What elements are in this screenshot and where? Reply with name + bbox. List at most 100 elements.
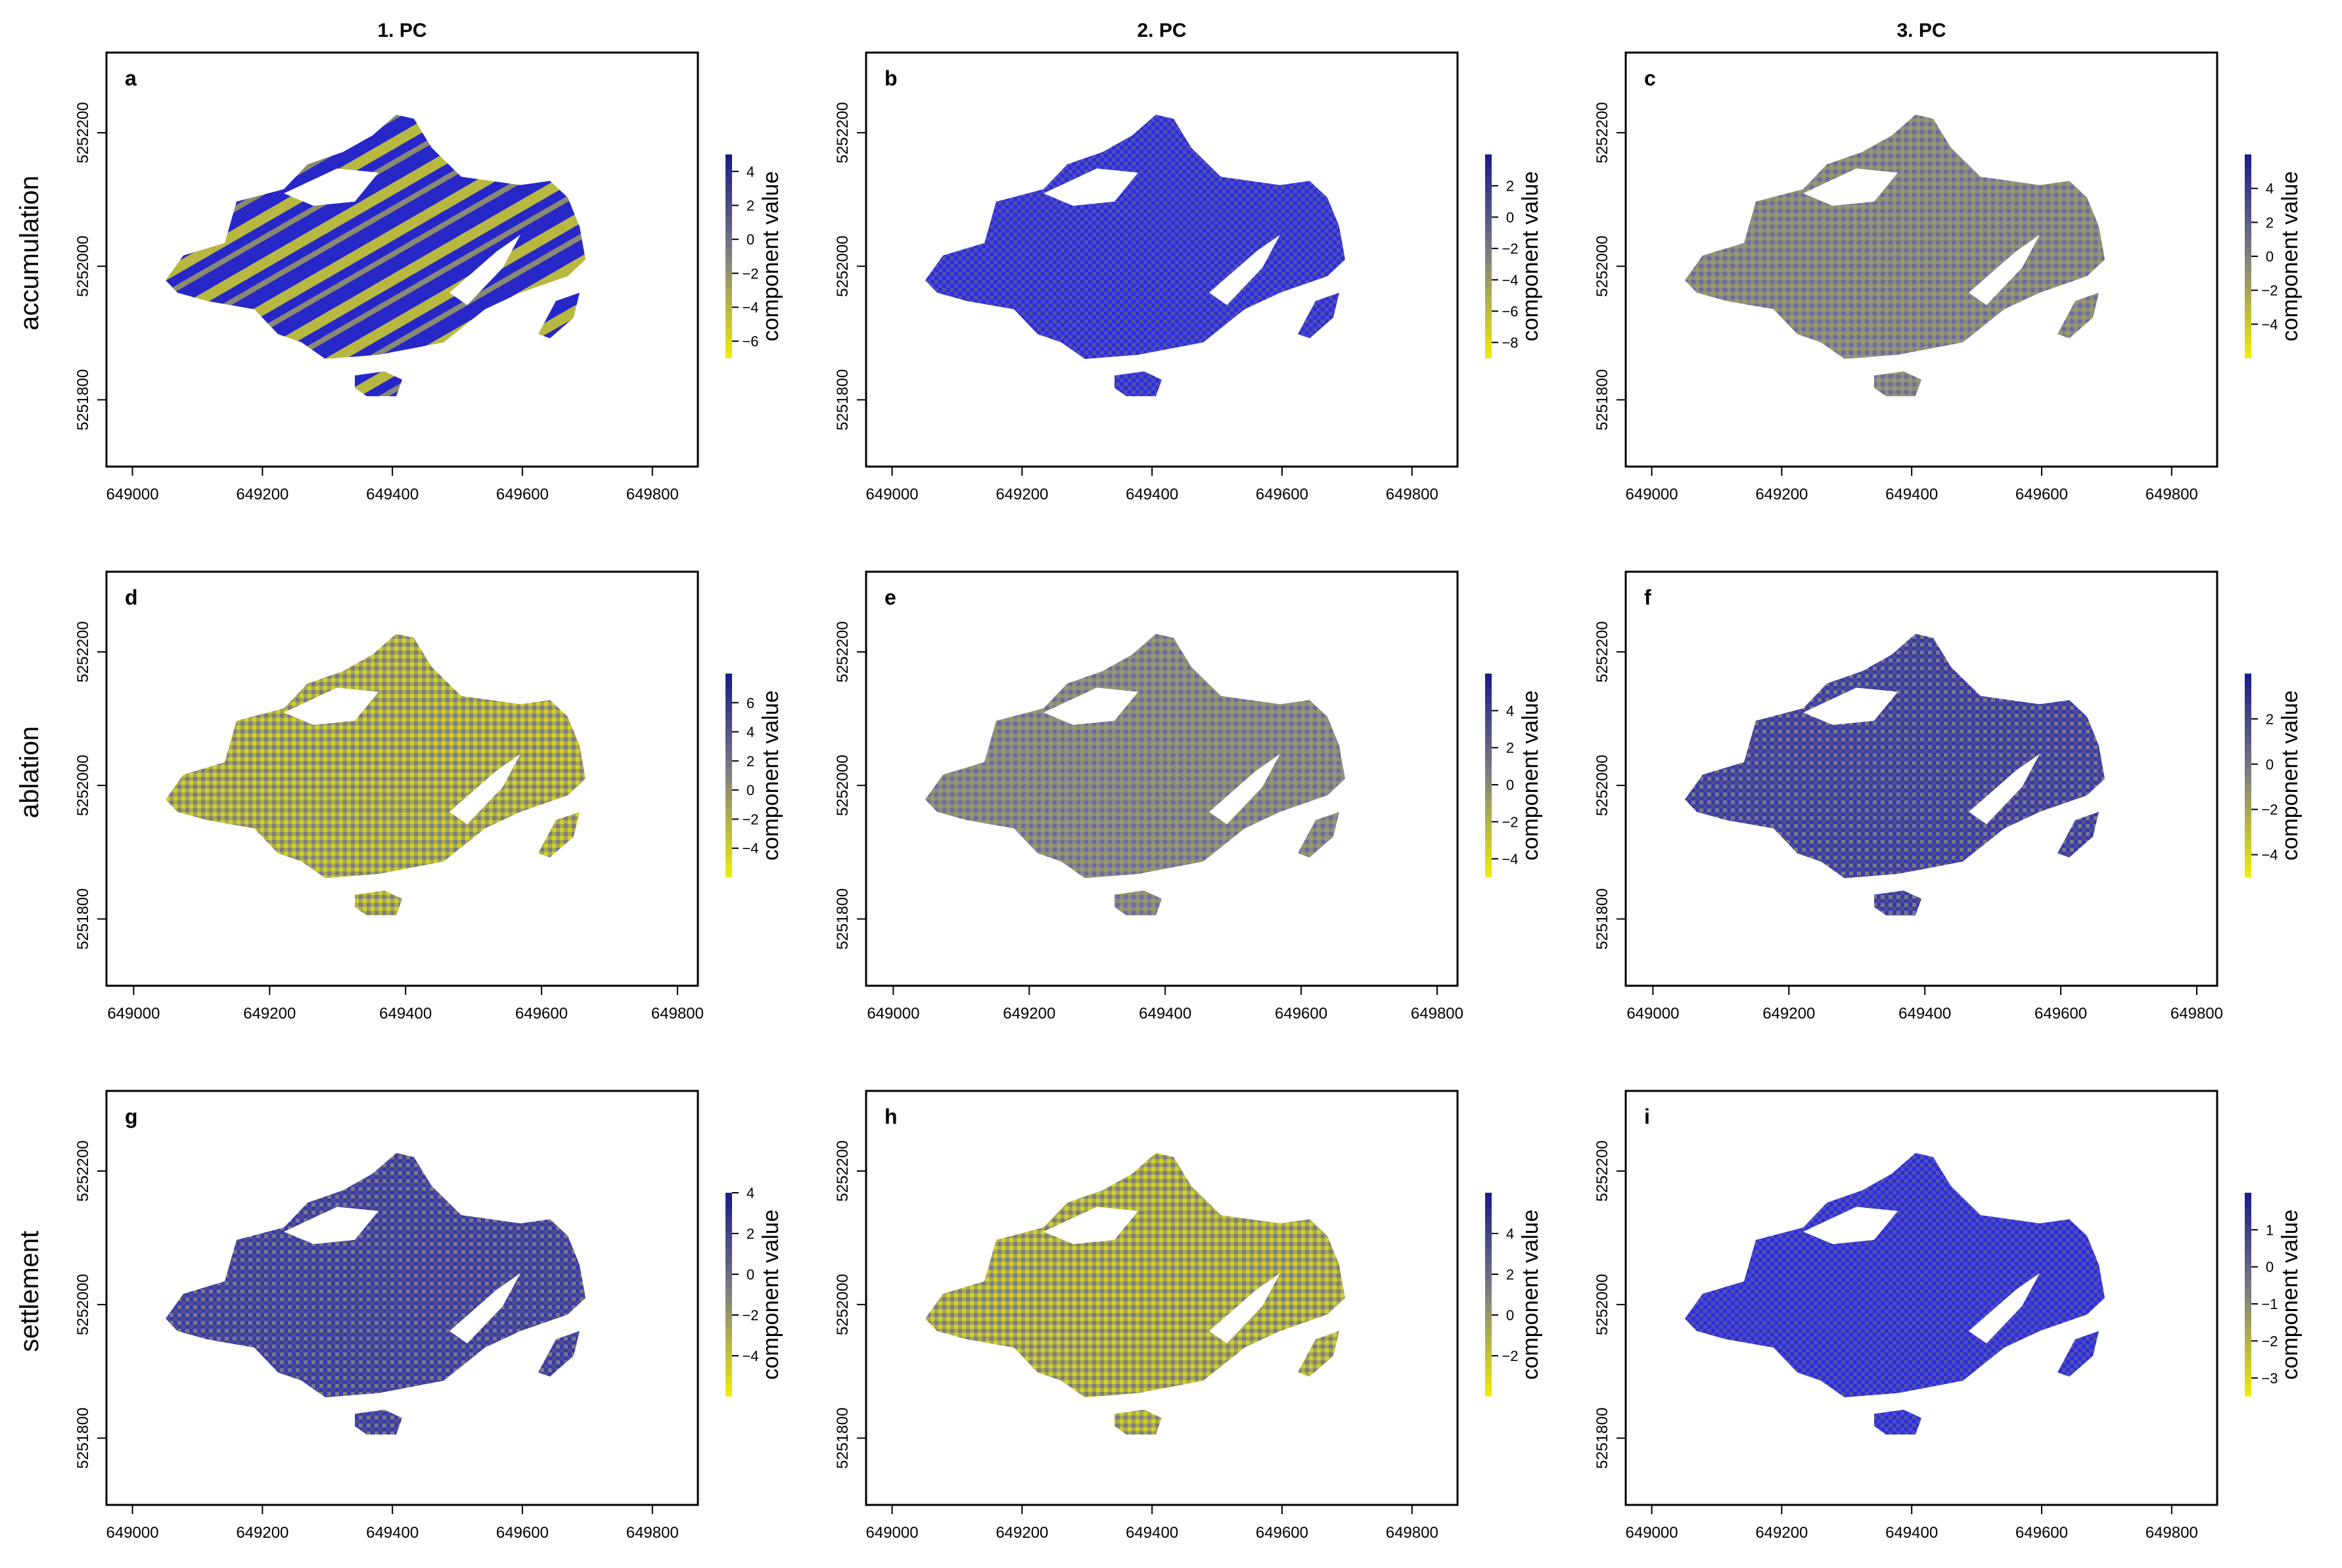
colorbar-tick-label-d-4: −2 [742,811,758,827]
colorbar-tick-label-c-0: 4 [2266,181,2274,197]
colorbar-tick-label-b-1: 0 [1506,209,1514,225]
colorbar-tick-label-b-4: −6 [1502,303,1518,319]
row-title-accumulation: accumulation [15,175,44,331]
x-tick-label-c-3: 649600 [2015,486,2068,503]
colorbar-tick-label-e-3: −2 [1502,814,1518,830]
colorbar-label-g: component value [758,1210,783,1380]
colorbar-label-a: component value [758,172,783,342]
heatmap-island-south-h [1114,1410,1162,1435]
column-title-2: 2. PC [1137,20,1186,41]
colorbar-tick-label-a-0: 4 [746,164,754,180]
colorbar-label-b: component value [1518,172,1543,342]
heatmap-island-east-f [2057,812,2099,858]
colorbar-h [1485,1193,1492,1396]
y-tick-label-a-1: 5252000 [74,235,92,296]
x-tick-label-e-3: 649600 [1275,1005,1327,1023]
colorbar-tick-label-f-0: 2 [2266,711,2274,727]
colorbar-tick-label-a-5: −6 [742,333,758,350]
x-tick-label-d-0: 649000 [107,1005,160,1023]
colorbar-b [1485,154,1492,358]
colorbar-tick-label-g-0: 4 [746,1185,754,1201]
heatmap-island-south-a [355,371,402,396]
colorbar-a [725,154,732,358]
panel-label-b: b [884,66,898,90]
heatmap-island-east-a [538,292,580,338]
panel-e: e 649000 649200 649400 649600 649800 5251800 52… [834,570,1543,1023]
heatmap-main-g [166,1153,586,1398]
heatmap-island-east-g [538,1331,580,1377]
y-tick-label-e-1: 5252000 [834,754,852,816]
panel-label-g: g [125,1105,138,1128]
x-tick-label-g-4: 649800 [626,1524,679,1542]
heatmap-island-south-e [1114,890,1162,915]
x-tick-label-i-1: 649200 [1755,1524,1808,1542]
colorbar-tick-label-d-0: 6 [746,695,754,711]
colorbar-i [2245,1193,2251,1396]
colorbar-tick-label-b-3: −4 [1502,272,1518,288]
colorbar-tick-label-g-1: 2 [746,1226,754,1242]
x-tick-label-b-2: 649400 [1126,486,1178,503]
x-tick-label-c-0: 649000 [1626,486,1678,503]
colorbar-label-e: component value [1518,691,1543,861]
colorbar-c [2245,154,2251,358]
heatmap-island-south-c [1874,371,1921,396]
colorbar-tick-label-d-3: 0 [746,782,754,798]
panel-c: c 649000 649200 649400 649600 649800 5251800 52… [1594,51,2303,503]
colorbar-tick-label-a-1: 2 [746,198,754,214]
y-tick-label-c-1: 5252000 [1594,235,1611,296]
plot-frame-a [105,51,699,468]
heatmap-island-south-d [355,890,402,915]
column-title-1: 1. PC [377,20,426,41]
panel-label-f: f [1644,586,1651,609]
colorbar-label-i: component value [2278,1210,2303,1380]
colorbar-tick-label-i-2: −1 [2261,1296,2278,1312]
colorbar-tick-label-e-1: 2 [1506,740,1514,756]
y-tick-label-b-1: 5252000 [834,235,852,296]
colorbar-label-f: component value [2278,691,2303,861]
heatmap-island-east-c [2057,292,2099,338]
plot-frame-f [1624,570,2218,987]
panel-h: h 649000 649200 649400 649600 649800 5251800 52… [834,1090,1543,1542]
colorbar-tick-label-h-2: 0 [1506,1307,1514,1324]
colorbar-tick-label-b-5: −8 [1502,334,1518,351]
colorbar-f [2245,674,2251,877]
y-tick-label-d-2: 5252200 [74,621,92,682]
x-tick-label-e-4: 649800 [1411,1005,1463,1023]
colorbar-tick-label-a-4: −4 [742,300,758,316]
plot-frame-i [1624,1090,2218,1506]
colorbar-tick-label-c-1: 2 [2266,214,2274,231]
colorbar-e [1485,674,1492,877]
x-tick-label-h-2: 649400 [1126,1524,1178,1542]
colorbar-tick-label-i-4: −3 [2261,1370,2278,1387]
y-tick-label-h-1: 5252000 [834,1274,852,1335]
colorbar-tick-label-c-2: 0 [2266,248,2274,265]
heatmap-main-a [166,114,586,359]
x-tick-label-e-2: 649400 [1139,1005,1191,1023]
heatmap-main-e [925,634,1345,879]
plot-frame-c [1624,51,2218,468]
panel-label-i: i [1644,1105,1650,1128]
y-tick-label-f-1: 5252000 [1594,754,1611,816]
x-tick-label-d-1: 649200 [243,1005,296,1023]
heatmap-island-south-g [355,1410,402,1435]
colorbar-label-c: component value [2278,172,2303,342]
colorbar-tick-label-g-3: −2 [742,1307,758,1324]
x-tick-label-g-1: 649200 [236,1524,288,1542]
column-title-3: 3. PC [1896,20,1946,41]
x-tick-label-b-1: 649200 [996,486,1048,503]
y-tick-label-a-2: 5252200 [74,102,92,163]
colorbar-g [725,1193,732,1396]
x-tick-label-f-3: 649600 [2034,1005,2087,1023]
y-tick-label-i-0: 5251800 [1594,1408,1611,1469]
x-tick-label-a-0: 649000 [106,486,159,503]
panel-label-a: a [125,66,137,90]
colorbar-tick-label-d-1: 4 [746,724,754,741]
colorbar-tick-label-c-4: −4 [2261,316,2278,333]
heatmap-island-south-f [1874,890,1921,915]
panel-i: i 649000 649200 649400 649600 649800 5251800 52… [1594,1090,2303,1542]
heatmap-main-f [1685,634,2105,879]
plot-frame-e [865,570,1459,987]
x-tick-label-d-2: 649400 [379,1005,432,1023]
colorbar-label-h: component value [1518,1210,1543,1380]
colorbar-tick-label-a-2: 0 [746,231,754,248]
